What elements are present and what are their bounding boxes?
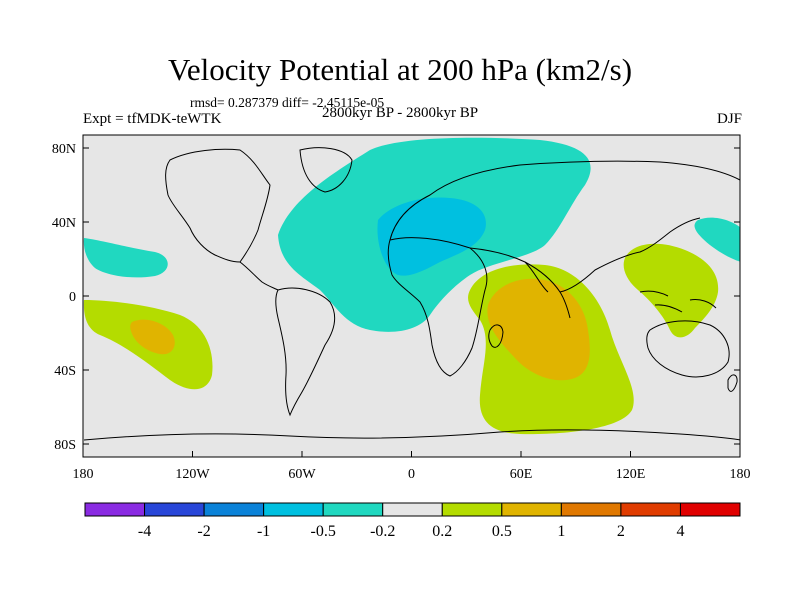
lat-tick-0: 0 bbox=[69, 290, 76, 305]
colorbar-swatch-0 bbox=[84, 502, 146, 517]
colorbar-label-7: 1 bbox=[557, 523, 565, 540]
colorbar-label-2: -1 bbox=[257, 523, 270, 540]
lon-tick-120w: 120W bbox=[175, 467, 210, 482]
lat-tick-40s: 40S bbox=[54, 364, 76, 379]
colorbar-label-4: -0.2 bbox=[370, 523, 395, 540]
contour-neg-0.5-mediterranean bbox=[377, 197, 486, 276]
colorbar-label-5: 0.2 bbox=[432, 523, 452, 540]
colorbar: -4 -2 -1 -0.5 -0.2 0.2 0.5 1 2 4 bbox=[84, 502, 741, 540]
colorbar-label-8: 2 bbox=[617, 523, 625, 540]
colorbar-label-9: 4 bbox=[676, 523, 684, 540]
colorbar-swatch-6 bbox=[441, 502, 503, 517]
colorbar-swatch-4 bbox=[322, 502, 384, 517]
experiment-label: Expt = tfMDK-teWTK bbox=[83, 111, 222, 127]
lat-tick-80n: 80N bbox=[52, 142, 76, 157]
colorbar-swatch-9 bbox=[620, 502, 681, 517]
contour-pos-0.2-maritime bbox=[623, 243, 719, 338]
period-label: 2800kyr BP - 2800kyr BP bbox=[322, 105, 479, 121]
lon-tick-60e: 60E bbox=[510, 467, 533, 482]
stats-text: rmsd= 0.287379 diff= -2.45115e-05 bbox=[190, 95, 385, 110]
colorbar-swatch-2 bbox=[203, 502, 265, 517]
contour-neg-0.2-pacific bbox=[83, 238, 168, 278]
lon-tick-120e: 120E bbox=[616, 467, 646, 482]
lon-axis: 180 120W 60W 0 60E 120E 180 bbox=[73, 451, 751, 482]
colorbar-label-0: -4 bbox=[138, 523, 151, 540]
colorbar-swatch-3 bbox=[263, 502, 324, 517]
lon-tick-60w: 60W bbox=[288, 467, 316, 482]
colorbar-swatch-1 bbox=[144, 502, 205, 517]
lon-tick-0: 0 bbox=[408, 467, 415, 482]
contour-pos-0.5-south-pacific bbox=[130, 319, 175, 355]
colorbar-swatch-5 bbox=[382, 502, 443, 517]
contour-pos-0.5-indian-ocean bbox=[487, 278, 590, 381]
colorbar-label-1: -2 bbox=[197, 523, 210, 540]
lat-tick-80s: 80S bbox=[54, 438, 76, 453]
lat-axis: 80N 40N 0 40S 80S bbox=[52, 142, 740, 453]
lat-tick-40n: 40N bbox=[52, 216, 76, 231]
contour-neg-0.2-east-edge bbox=[694, 217, 740, 262]
lon-tick-180e: 180 bbox=[730, 467, 751, 482]
colorbar-label-3: -0.5 bbox=[311, 523, 336, 540]
coastlines bbox=[83, 147, 740, 441]
colorbar-label-6: 0.5 bbox=[492, 523, 512, 540]
chart-title: Velocity Potential at 200 hPa (km2/s) bbox=[167, 52, 633, 87]
season-label: DJF bbox=[716, 111, 742, 127]
colorbar-swatch-7 bbox=[501, 502, 562, 517]
lon-tick-180w: 180 bbox=[73, 467, 94, 482]
colorbar-swatch-10 bbox=[679, 502, 741, 517]
colorbar-swatch-8 bbox=[560, 502, 622, 517]
